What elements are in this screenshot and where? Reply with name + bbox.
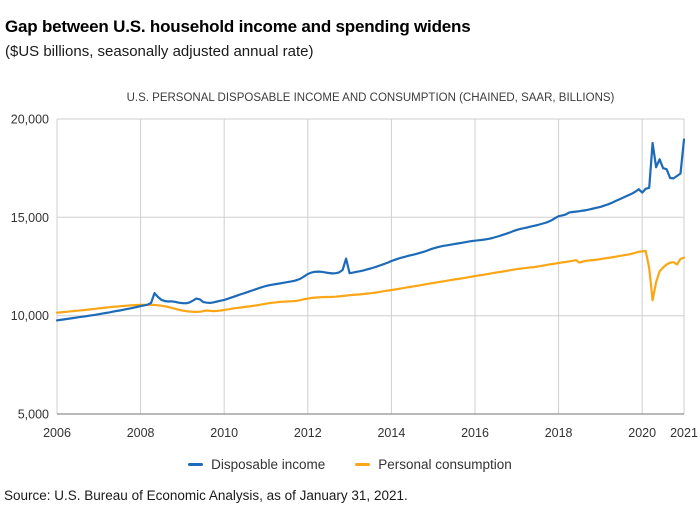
x-tick-label: 2018 — [545, 426, 573, 440]
legend-label: Disposable income — [211, 457, 326, 472]
chart-legend: Disposable income Personal consumption — [0, 457, 700, 472]
x-tick-label: 2006 — [43, 426, 71, 440]
x-tick-label: 2021 — [670, 426, 698, 440]
y-tick-label: 10,000 — [11, 309, 49, 323]
y-tick-label: 15,000 — [11, 211, 49, 225]
legend-label: Personal consumption — [378, 457, 512, 472]
personal-consumption-line-swatch — [355, 463, 371, 466]
x-tick-label: 2014 — [377, 426, 405, 440]
source-attribution: Source: U.S. Bureau of Economic Analysis… — [4, 488, 408, 503]
income-consumption-line-chart: 5,000 10,000 15,000 20,000 2006 2008 2010 2012 2… — [11, 113, 698, 441]
series-line-disposable-income — [55, 138, 686, 322]
y-tick-label: 20,000 — [11, 113, 49, 127]
page-title: Gap between U.S. household income and sp… — [5, 17, 471, 36]
legend-item-personal-consumption: Personal consumption — [355, 457, 512, 472]
x-tick-label: 2016 — [461, 426, 489, 440]
legend-item-disposable-income: Disposable income — [188, 457, 325, 472]
x-tick-label: 2008 — [127, 426, 155, 440]
x-tick-label: 2012 — [294, 426, 322, 440]
series-line-personal-consumption — [55, 249, 686, 314]
y-tick-label: 5,000 — [18, 408, 49, 422]
page-subtitle: ($US billions, seasonally adjusted annua… — [5, 43, 314, 60]
disposable-income-line-swatch — [188, 463, 204, 466]
x-tick-label: 2010 — [210, 426, 238, 440]
x-tick-label: 2020 — [628, 426, 656, 440]
chart-title: U.S. PERSONAL DISPOSABLE INCOME AND CONS… — [126, 92, 615, 104]
